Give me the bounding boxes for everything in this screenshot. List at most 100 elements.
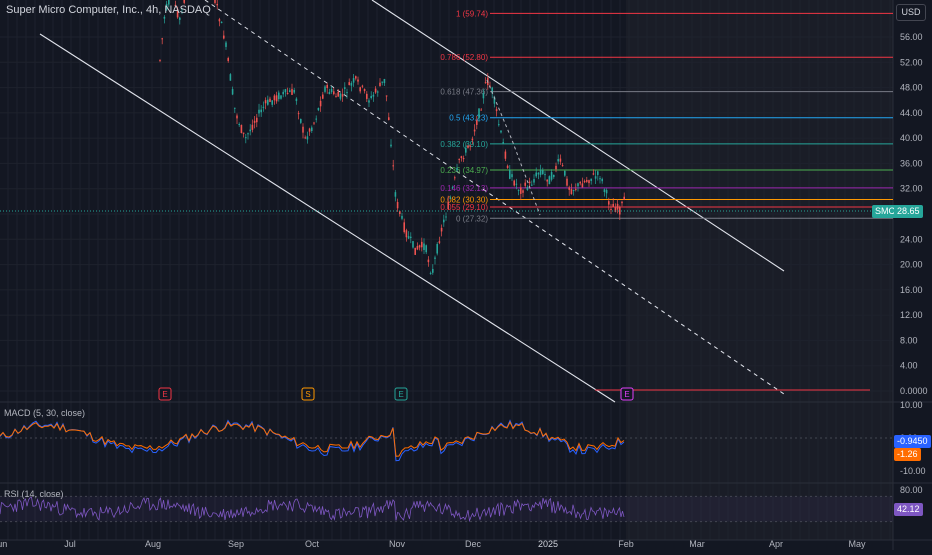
time-axis-tick: Feb	[618, 539, 634, 549]
candle-body	[581, 183, 584, 188]
candle-body	[548, 176, 551, 185]
candle-body	[542, 170, 544, 175]
event-flag-icon: E	[620, 387, 634, 401]
time-axis-tick: Jun	[0, 539, 7, 549]
candle-body	[517, 189, 520, 191]
candle-body	[363, 88, 366, 92]
event-flag-letter: E	[624, 390, 629, 399]
candle-body	[379, 82, 381, 87]
candle-body	[623, 196, 625, 201]
candle-body	[234, 107, 236, 109]
candle-body	[557, 159, 559, 162]
candle-body	[214, 0, 216, 3]
candle-body	[605, 189, 608, 194]
candle-body	[566, 178, 568, 186]
fib-level-label: 1 (59.74)	[456, 9, 488, 18]
price-axis-tick: 56.00	[900, 32, 923, 42]
price-axis-tick: 12.00	[900, 310, 923, 320]
event-flag-icon: S	[301, 387, 315, 401]
candle-body	[242, 132, 245, 134]
candle-body	[535, 172, 537, 177]
candle-body	[449, 197, 452, 199]
candle-body	[302, 126, 304, 133]
candle-body	[553, 174, 555, 177]
candle-body	[579, 182, 581, 184]
candle-body	[597, 171, 599, 175]
macd-line	[0, 419, 625, 462]
currency-button[interactable]: USD	[896, 4, 926, 21]
candle-body	[225, 42, 227, 47]
event-flag-icon: E	[394, 387, 408, 401]
candle-body	[317, 107, 320, 111]
price-axis-tick: 0.0000	[900, 386, 928, 396]
candle-body	[326, 84, 328, 88]
symbol-title: Super Micro Computer, Inc., 4h, NASDAQ	[6, 4, 211, 16]
candle-body	[341, 94, 344, 97]
candle-body	[484, 81, 487, 84]
candle-body	[256, 117, 258, 123]
candle-body	[350, 83, 353, 86]
candle-body	[220, 21, 223, 24]
candle-body	[405, 230, 408, 238]
time-axis-tick: Jul	[64, 539, 76, 549]
candle-body	[515, 183, 518, 185]
signal-value-tag: -1.26	[894, 448, 921, 461]
candle-body	[412, 241, 414, 248]
price-axis-tick: 32.00	[900, 184, 923, 194]
candle-body	[348, 82, 350, 86]
candle-body	[526, 186, 529, 190]
candle-body	[495, 109, 498, 112]
rsi-line	[0, 496, 625, 523]
candle-body	[462, 158, 465, 160]
signal-line	[0, 421, 625, 457]
candle-body	[616, 203, 619, 210]
candle-body	[165, 3, 168, 10]
candle-body	[337, 91, 339, 97]
candle-body	[282, 91, 284, 95]
candle-body	[278, 92, 280, 100]
price-axis-tick: 8.00	[900, 335, 918, 345]
price-axis-tick: 40.00	[900, 133, 923, 143]
candle-body	[476, 120, 478, 125]
candle-body	[251, 124, 254, 130]
candle-body	[324, 86, 326, 92]
candle-body	[561, 165, 564, 167]
candle-body	[322, 94, 324, 99]
candle-body	[159, 59, 161, 61]
candle-body	[311, 127, 313, 132]
candle-body	[473, 129, 476, 132]
channel-lower-line	[39, 33, 616, 403]
candle-body	[273, 95, 276, 101]
candle-body	[396, 202, 399, 209]
candle-body	[319, 100, 322, 107]
candle-body	[586, 180, 588, 182]
candle-body	[352, 78, 355, 83]
candle-body	[513, 180, 515, 186]
time-axis-tick: Mar	[689, 539, 705, 549]
channel-upper-line	[371, 0, 785, 272]
price-axis-tick: 4.00	[900, 361, 918, 371]
candle-body	[227, 58, 229, 61]
candle-body	[414, 247, 416, 255]
candle-body	[286, 93, 289, 95]
candle-body	[445, 216, 447, 218]
candle-body	[359, 87, 361, 92]
candle-body	[504, 151, 507, 159]
candle-body	[603, 189, 606, 193]
candle-body	[355, 76, 357, 79]
candle-body	[564, 170, 566, 176]
candle-body	[163, 16, 166, 19]
candle-body	[522, 190, 524, 193]
candle-body	[289, 90, 291, 93]
fib-level-label: 0.236 (34.97)	[440, 166, 488, 175]
candle-body	[416, 246, 419, 250]
rsi-label: RSI (14, close)	[4, 489, 64, 499]
candle-body	[480, 109, 482, 111]
candle-body	[293, 89, 295, 93]
candle-body	[575, 188, 577, 190]
event-flag-letter: E	[398, 390, 403, 399]
candle-body	[539, 169, 542, 175]
candle-body	[366, 93, 368, 99]
